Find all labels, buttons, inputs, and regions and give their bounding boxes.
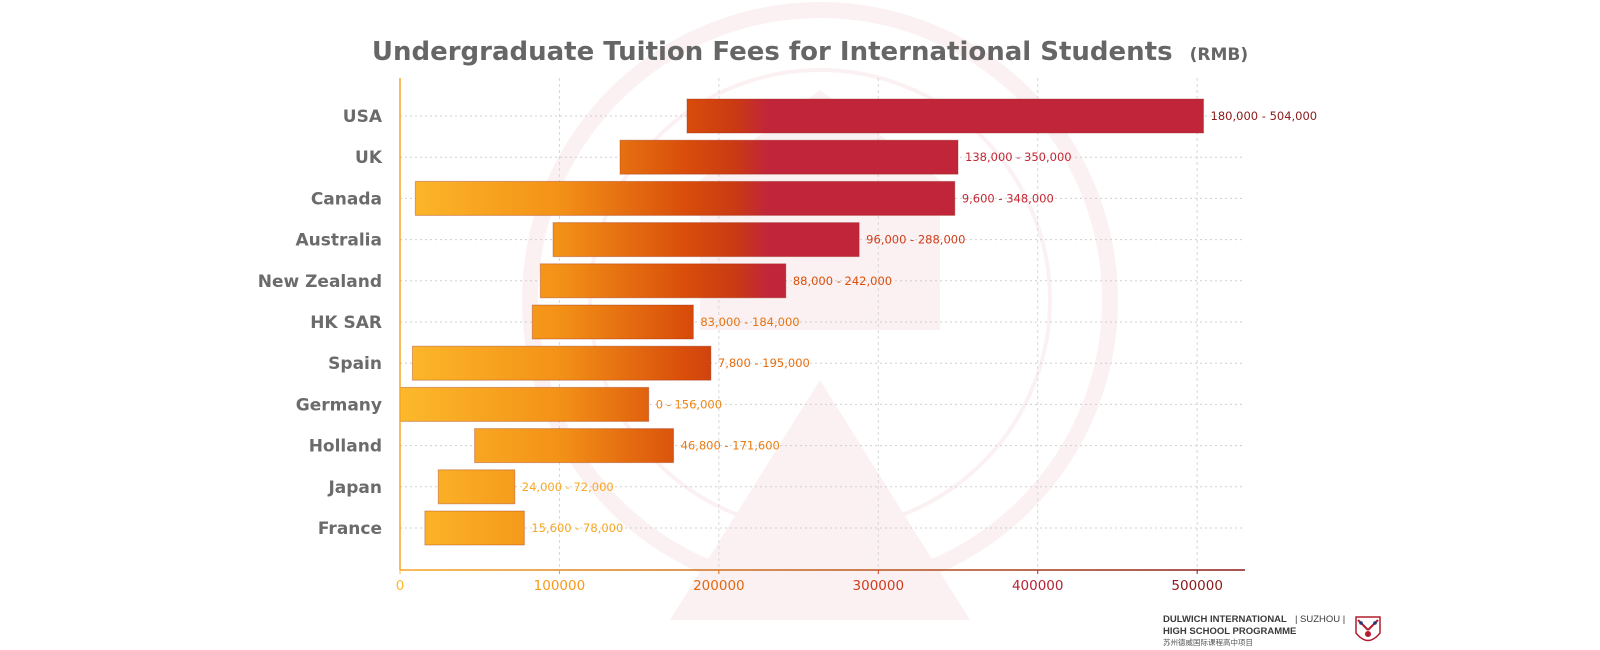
x-ticks: 0 100000 200000 300000 400000 500000 bbox=[396, 570, 1223, 594]
category-label: France bbox=[318, 519, 382, 539]
bar-value-label: 138,000 - 350,000 bbox=[965, 150, 1072, 164]
bar bbox=[539, 263, 787, 299]
bar bbox=[411, 345, 712, 381]
bar bbox=[531, 304, 694, 340]
chart-title-unit: (RMB) bbox=[1190, 45, 1249, 65]
bar bbox=[619, 139, 959, 175]
bar bbox=[424, 510, 525, 546]
x-tick-label: 300000 bbox=[853, 578, 905, 594]
chart-title: Undergraduate Tuition Fees for Internati… bbox=[372, 37, 1248, 67]
bar-value-label: 46,800 - 171,600 bbox=[681, 439, 780, 453]
x-tick-label: 0 bbox=[396, 578, 405, 594]
category-label: USA bbox=[343, 107, 383, 127]
category-label: Germany bbox=[296, 395, 382, 415]
category-label: UK bbox=[355, 148, 383, 168]
bar bbox=[552, 222, 860, 258]
bar bbox=[399, 386, 650, 422]
bar-value-label: 7,800 - 195,000 bbox=[718, 356, 810, 370]
value-labels: 180,000 - 504,000 138,000 - 350,000 9,600 … bbox=[522, 109, 1317, 535]
bar-value-label: 88,000 - 242,000 bbox=[793, 274, 892, 288]
category-label: Japan bbox=[327, 478, 382, 498]
category-label: Holland bbox=[309, 437, 382, 457]
bar-value-label: 15,600 - 78,000 bbox=[531, 521, 623, 535]
bar-value-label: 9,600 - 348,000 bbox=[962, 191, 1054, 205]
brand-line3: 苏州德威国际课程高中项目 bbox=[1163, 637, 1253, 647]
x-tick-label: 200000 bbox=[693, 578, 745, 594]
category-label: Canada bbox=[311, 189, 382, 209]
bar bbox=[437, 469, 516, 505]
branding: DULWICH INTERNATIONAL | SUZHOU | HIGH SC… bbox=[1163, 607, 1381, 647]
bar bbox=[414, 180, 956, 216]
bar-value-label: 96,000 - 288,000 bbox=[866, 233, 965, 247]
brand-line1: DULWICH INTERNATIONAL | SUZHOU | bbox=[1163, 607, 1345, 626]
category-label: New Zealand bbox=[258, 272, 382, 292]
school-crest-icon bbox=[1355, 616, 1381, 642]
x-tick-label: 100000 bbox=[534, 578, 586, 594]
bars bbox=[399, 98, 1205, 546]
bar bbox=[686, 98, 1205, 134]
chart-title-text: Undergraduate Tuition Fees for Internati… bbox=[372, 37, 1173, 67]
x-tick-label: 400000 bbox=[1012, 578, 1064, 594]
category-label: HK SAR bbox=[310, 313, 382, 333]
category-labels: USA UK Canada Australia New Zealand HK SAR Spa… bbox=[258, 107, 383, 539]
category-label: Australia bbox=[296, 231, 383, 251]
bar-value-label: 0 - 156,000 bbox=[656, 397, 722, 411]
x-tick-label: 500000 bbox=[1171, 578, 1223, 594]
bar-value-label: 83,000 - 184,000 bbox=[700, 315, 799, 329]
bar-value-label: 180,000 - 504,000 bbox=[1211, 109, 1318, 123]
axes bbox=[399, 78, 1245, 571]
brand-line2: HIGH SCHOOL PROGRAMME bbox=[1163, 626, 1296, 637]
category-label: Spain bbox=[328, 354, 382, 374]
bar-value-label: 24,000 - 72,000 bbox=[522, 480, 614, 494]
bar bbox=[474, 428, 675, 464]
